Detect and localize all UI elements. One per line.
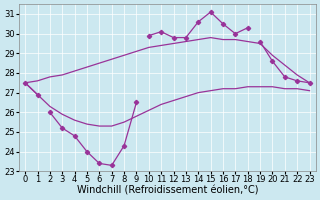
X-axis label: Windchill (Refroidissement éolien,°C): Windchill (Refroidissement éolien,°C) bbox=[76, 186, 258, 196]
